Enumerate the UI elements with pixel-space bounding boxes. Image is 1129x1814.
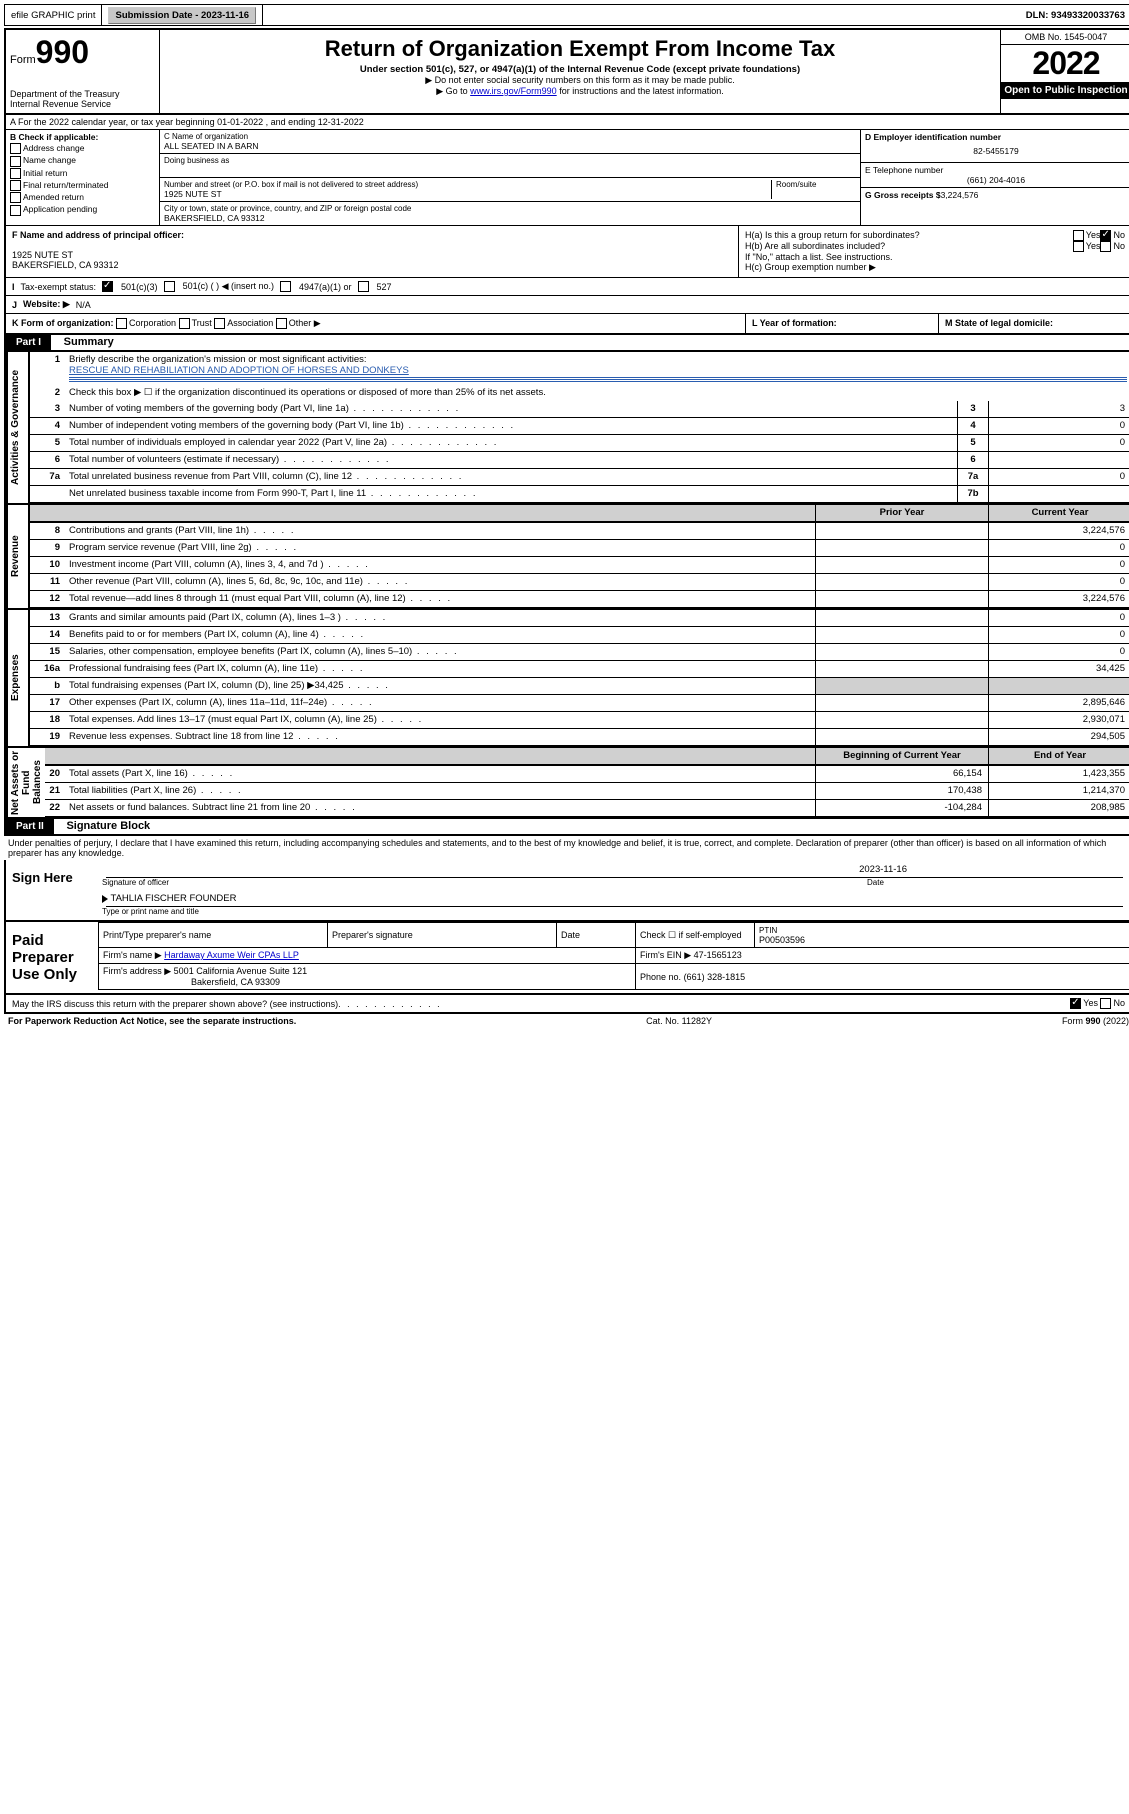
row-l-year: L Year of formation: [746,314,939,333]
row-m-state: M State of legal domicile: [939,314,1129,333]
omb-number: OMB No. 1545-0047 [1001,30,1129,45]
row-a-period: A For the 2022 calendar year, or tax yea… [6,115,1129,130]
tax-year: 2022 [1001,45,1129,82]
col-c-org-info: C Name of organization ALL SEATED IN A B… [160,130,860,225]
sign-here-label: Sign Here [6,860,98,920]
row-f-officer: F Name and address of principal officer:… [6,226,738,277]
row-h-group: H(a) Is this a group return for subordin… [738,226,1129,277]
row-j-website: JWebsite: ▶N/A [6,296,1129,314]
topbar: efile GRAPHIC print Submission Date - 20… [4,4,1129,26]
form-container: Form990 Department of the Treasury Inter… [4,28,1129,836]
part1-title: Summary [54,336,114,348]
submission-date-button[interactable]: Submission Date - 2023-11-16 [108,7,256,24]
part2-title: Signature Block [56,820,150,832]
may-irs-discuss: May the IRS discuss this return with the… [12,999,338,1009]
triangle-icon [102,895,108,903]
subtitle-2: ▶ Do not enter social security numbers o… [164,75,996,86]
side-activities: Activities & Governance [6,352,23,503]
open-public-badge: Open to Public Inspection [1001,82,1129,99]
footer: For Paperwork Reduction Act Notice, see … [4,1014,1129,1028]
firm-link[interactable]: Hardaway Axume Weir CPAs LLP [164,950,299,960]
side-revenue: Revenue [6,505,23,608]
penalties-text: Under penalties of perjury, I declare th… [4,836,1129,860]
efile-label: efile GRAPHIC print [5,5,102,25]
side-expenses: Expenses [6,610,23,746]
preparer-table: Print/Type preparer's name Preparer's si… [98,922,1129,990]
paid-preparer-label: Paid Preparer Use Only [6,922,98,993]
side-netassets: Net Assets or Fund Balances [6,748,45,817]
subtitle-3: ▶ Go to www.irs.gov/Form990 for instruct… [164,86,996,97]
part1-tag: Part I [6,335,51,350]
form-title: Return of Organization Exempt From Incom… [164,36,996,62]
row-k-form-org: K Form of organization: Corporation Trus… [6,314,746,333]
col-de-identifiers: D Employer identification number 82-5455… [860,130,1129,225]
dept-label: Department of the Treasury [10,89,155,99]
col-b-checkboxes: B Check if applicable: Address change Na… [6,130,160,225]
subtitle-1: Under section 501(c), 527, or 4947(a)(1)… [164,64,996,75]
form-number: Form990 [10,34,155,71]
part2-tag: Part II [6,819,54,834]
irs-label: Internal Revenue Service [10,99,155,109]
form990-link[interactable]: www.irs.gov/Form990 [470,86,557,96]
row-i-tax-status: ITax-exempt status: 501(c)(3) 501(c) ( )… [6,278,1129,296]
dln-label: DLN: 93493320033763 [1020,5,1129,25]
